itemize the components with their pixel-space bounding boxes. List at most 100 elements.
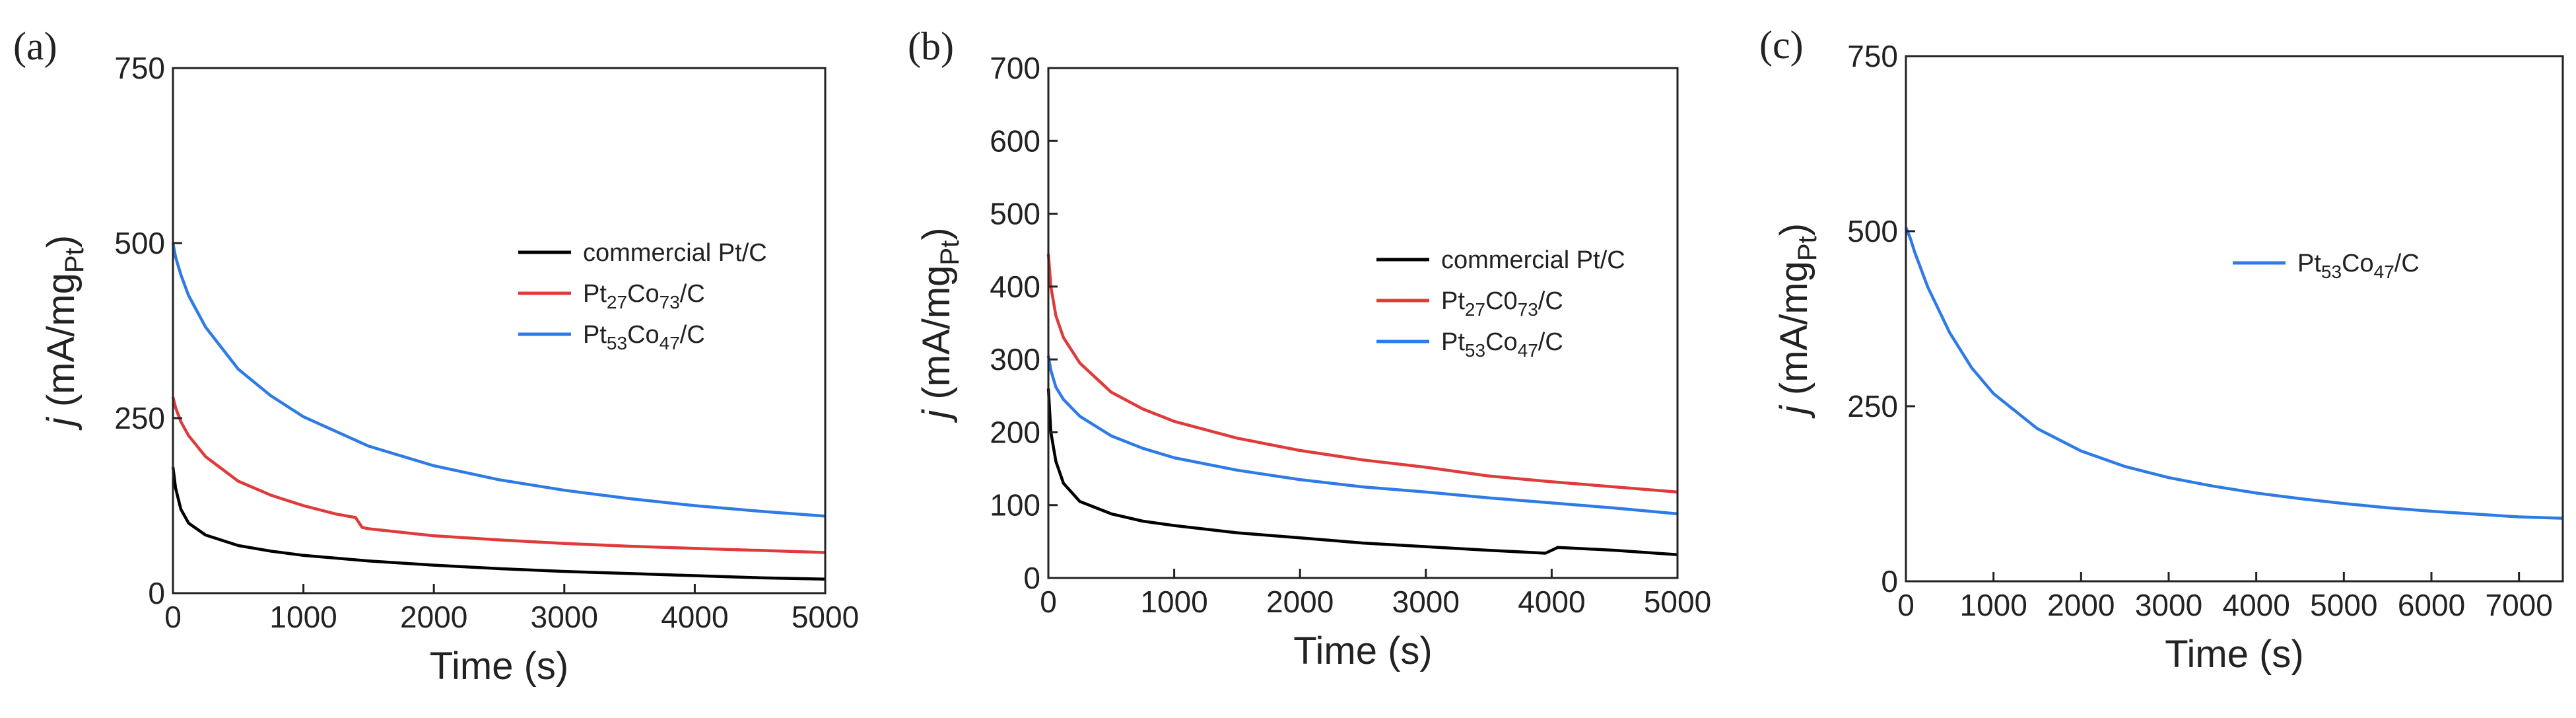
y-axis-title-symbol: j — [915, 409, 958, 423]
legend-label: Pt53Co47/C — [1441, 328, 1563, 361]
panel-b: 0 1000 2000 3000 4000 5000 0 100 200 300 400 500 600… — [908, 24, 1711, 672]
y-tick-label: 750 — [1847, 39, 1898, 73]
y-tick-label: 0 — [148, 576, 165, 610]
x-tick-label: 2000 — [400, 600, 467, 634]
y-axis-title-close: ) — [1773, 223, 1815, 236]
x-axis-title: Time (s) — [430, 645, 568, 688]
legend-text-part: Pt — [2297, 250, 2321, 277]
y-axis-title-subscript: Pt — [60, 248, 89, 273]
legend-text-part: /C — [680, 280, 705, 308]
legend-text-part: commercial Pt/C — [583, 239, 767, 267]
panel-a: 0 1000 2000 3000 4000 5000 0 250 500 750 Time (s) j… — [13, 24, 859, 688]
series-line-1 — [171, 466, 826, 581]
y-tick-label: 500 — [114, 226, 165, 260]
panel-label: (c) — [1759, 23, 1804, 67]
legend-text-part: Co — [1485, 328, 1518, 356]
legend-text-part: commercial Pt/C — [1441, 246, 1625, 274]
legend-text-part: Pt — [583, 280, 607, 308]
x-tick-label: 0 — [1897, 588, 1915, 622]
legend-label: Pt27Co73/C — [583, 280, 705, 312]
x-tick-label: 5000 — [792, 600, 859, 634]
legend-text-part: Pt — [1441, 328, 1465, 356]
legend-text-part: /C — [2394, 250, 2420, 277]
x-tick-label: 0 — [164, 600, 182, 634]
y-tick-label: 0 — [1881, 564, 1898, 598]
x-tick-label: 3000 — [1392, 585, 1460, 619]
series-line-1 — [1904, 227, 2563, 520]
x-tick-label: 2000 — [2047, 588, 2115, 622]
x-tick-label: 5000 — [2310, 588, 2377, 622]
x-tick-label: 1000 — [269, 600, 337, 634]
plot-frame — [172, 67, 827, 594]
y-axis-title-close: ) — [40, 235, 83, 248]
legend-label: commercial Pt/C — [1441, 246, 1625, 274]
panel-c: 0 1000 2000 3000 4000 5000 6000 7000 0 250 500 750 T… — [1759, 23, 2564, 676]
panel-label: (b) — [908, 24, 954, 68]
y-axis-title-units: (mA/mg — [40, 273, 83, 417]
legend-text-part: Pt — [583, 321, 607, 349]
y-tick-label: 250 — [114, 401, 165, 435]
legend-text-part: /C — [1538, 328, 1563, 356]
y-tick-label: 500 — [1847, 214, 1898, 248]
y-tick-label: 700 — [990, 51, 1040, 85]
legend-label: commercial Pt/C — [583, 239, 767, 267]
legend-subscript: 47 — [1518, 340, 1538, 361]
y-axis-title-symbol: j — [40, 416, 83, 431]
y-axis-title-subscript: Pt — [1793, 236, 1822, 261]
y-tick-label: 300 — [990, 342, 1040, 377]
x-tick-label: 0 — [1040, 585, 1057, 619]
legend-subscript: 73 — [1518, 299, 1538, 320]
y-tick-label: 100 — [990, 488, 1040, 522]
legend-text-part: /C — [680, 321, 705, 349]
legend-subscript: 47 — [660, 333, 680, 353]
x-tick-label: 5000 — [1644, 585, 1711, 619]
legend-text-part: Pt — [1441, 287, 1465, 315]
x-tick-label: 1000 — [1959, 588, 2027, 622]
x-axis-title: Time (s) — [1293, 629, 1432, 672]
y-axis-title-close: ) — [915, 227, 958, 240]
plot-frame — [1905, 55, 2564, 583]
y-tick-label: 400 — [990, 269, 1040, 304]
y-axis-title-symbol: j — [1773, 404, 1815, 419]
legend-text-part: Co — [627, 280, 660, 308]
y-axis-title: j (mA/mgPt) — [40, 235, 89, 431]
legend-subscript: 73 — [660, 292, 680, 312]
y-tick-label: 500 — [990, 197, 1040, 231]
x-tick-label: 4000 — [2222, 588, 2289, 622]
y-tick-label: 600 — [990, 124, 1040, 158]
series-line-3 — [1046, 355, 1678, 516]
y-axis-title: j (mA/mgPt) — [915, 227, 965, 423]
legend-subscript: 27 — [1465, 299, 1485, 320]
legend-label: Pt53Co47/C — [583, 321, 705, 353]
legend-text-part: C0 — [1485, 287, 1518, 315]
plot-frame — [1047, 67, 1679, 579]
series-line-1 — [1046, 388, 1678, 556]
y-axis-title-units: (mA/mg — [1773, 261, 1815, 406]
series-line-3 — [171, 242, 826, 518]
x-tick-label: 3000 — [2135, 588, 2202, 622]
x-tick-label: 3000 — [531, 600, 598, 634]
series-line-2 — [171, 396, 826, 554]
y-axis-title-subscript: Pt — [935, 240, 965, 266]
legend-text-part: /C — [1538, 287, 1563, 315]
legend-subscript: 27 — [607, 292, 627, 312]
y-tick-label: 200 — [990, 415, 1040, 449]
series-line-2 — [1046, 254, 1678, 494]
y-tick-label: 750 — [114, 51, 165, 85]
y-tick-label: 250 — [1847, 389, 1898, 423]
x-tick-label: 6000 — [2398, 588, 2465, 622]
x-tick-label: 4000 — [1518, 585, 1585, 619]
legend-text-part: Co — [2342, 250, 2374, 277]
panel-label: (a) — [13, 24, 57, 68]
y-axis-title-units: (mA/mg — [915, 266, 958, 410]
legend-label: Pt53Co47/C — [2297, 250, 2420, 282]
legend-label: Pt27C073/C — [1441, 287, 1563, 320]
legend-subscript: 53 — [1465, 340, 1485, 361]
y-axis-title: j (mA/mgPt) — [1773, 223, 1822, 419]
x-axis-title: Time (s) — [2165, 633, 2303, 676]
legend-subscript: 53 — [607, 333, 627, 353]
legend-subscript: 47 — [2374, 262, 2394, 282]
x-tick-label: 7000 — [2485, 588, 2552, 622]
y-tick-label: 0 — [1023, 561, 1040, 595]
